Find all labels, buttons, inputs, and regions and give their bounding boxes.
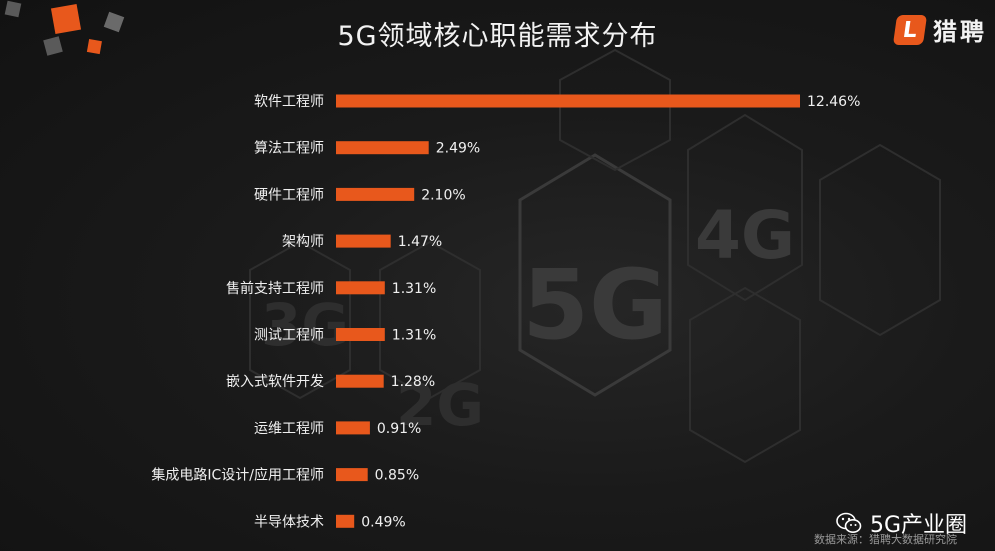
category-label: 硬件工程师: [254, 187, 324, 203]
hexagon-grid: [249, 48, 941, 464]
chart-title: 5G领域核心职能需求分布: [337, 21, 658, 52]
category-label: 架构师: [282, 234, 324, 250]
value-label: 1.31%: [392, 328, 436, 344]
value-label: 0.49%: [361, 514, 405, 530]
bar: [336, 421, 370, 435]
category-label: 嵌入式软件开发: [226, 374, 324, 390]
wechat-watermark: 5G产业圈: [836, 507, 967, 539]
bg-label-3g: 3G: [261, 291, 349, 359]
value-label: 1.47%: [398, 234, 442, 250]
bar: [336, 234, 391, 248]
bar: [336, 281, 385, 295]
bg-label-5g: 5G: [522, 249, 668, 361]
bar: [336, 187, 415, 201]
bar: [336, 374, 384, 388]
value-label: 2.49%: [436, 141, 480, 157]
bar: [336, 328, 385, 341]
bar: [336, 468, 368, 482]
value-label: 1.31%: [392, 281, 436, 297]
category-label: 售前支持工程师: [226, 280, 324, 297]
wechat-icon: [836, 512, 862, 533]
bar: [336, 94, 800, 108]
category-label: 算法工程师: [254, 141, 324, 157]
cube-decoration: [4, 0, 125, 56]
value-label: 12.46%: [807, 94, 860, 110]
category-label: 集成电路IC设计/应用工程师: [151, 467, 324, 484]
watermark-text: 5G产业圈: [869, 513, 967, 538]
value-label: 0.91%: [377, 421, 421, 437]
bar: [336, 141, 429, 155]
value-label: 1.28%: [391, 374, 435, 390]
category-label: 软件工程师: [254, 94, 324, 110]
bar: [336, 514, 355, 528]
logo-text: 猎聘: [933, 18, 987, 46]
category-label: 半导体技术: [254, 514, 324, 530]
category-label: 运维工程师: [254, 421, 324, 437]
category-label: 测试工程师: [254, 328, 324, 344]
liepin-logo: L 猎聘: [892, 12, 987, 47]
bg-label-4g: 4G: [695, 197, 795, 274]
bg-label-2g: 2G: [396, 371, 484, 439]
value-label: 2.10%: [421, 187, 465, 203]
data-source: 数据来源：猎聘大数据研究院: [814, 533, 957, 546]
value-label: 0.85%: [375, 468, 419, 484]
